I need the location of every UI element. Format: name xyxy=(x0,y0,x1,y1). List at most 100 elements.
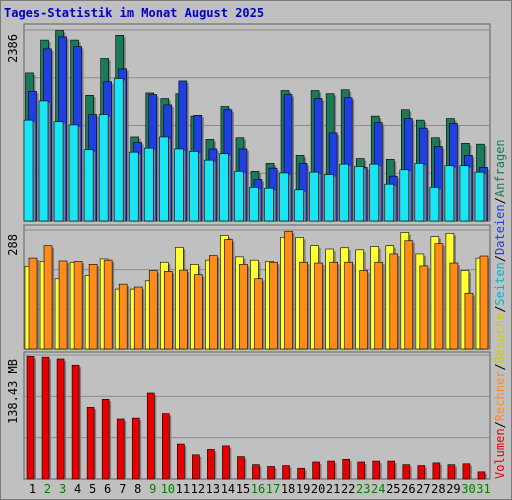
legend-entry-besuche: Besuche xyxy=(493,313,507,364)
bar-rechner xyxy=(148,270,158,350)
bar-rechner xyxy=(43,245,53,350)
bar-rechner xyxy=(299,261,308,350)
bar-seiten xyxy=(399,169,410,222)
bar-volumen xyxy=(447,464,456,480)
x-tick-label: 22 xyxy=(341,482,355,496)
bar-volumen xyxy=(282,465,290,480)
bar-rechner xyxy=(359,270,369,350)
bar-seiten xyxy=(234,171,244,222)
y-max-label: 138.43 MB xyxy=(6,359,20,424)
bar-rechner xyxy=(254,278,263,350)
bar-rechner xyxy=(479,255,489,350)
bar-seiten xyxy=(204,159,214,222)
bar-seiten xyxy=(68,124,79,222)
x-tick-label: 11 xyxy=(176,482,190,496)
bar-volumen xyxy=(357,461,366,480)
bar-seiten xyxy=(143,147,154,222)
bar-rechner xyxy=(434,243,444,350)
bar-seiten xyxy=(354,166,365,222)
bar-volumen xyxy=(372,460,381,480)
x-tick-label: 12 xyxy=(191,482,205,496)
x-tick-label: 3 xyxy=(59,482,66,496)
bar-rechner xyxy=(314,262,323,350)
bar-seiten xyxy=(174,148,184,222)
bar-rechner xyxy=(224,239,233,350)
bar-rechner xyxy=(419,265,429,350)
bar-volumen xyxy=(237,456,245,480)
bar-rechner xyxy=(179,269,188,350)
bar-rechner xyxy=(28,257,38,350)
bar-volumen xyxy=(402,464,411,480)
bar-rechner xyxy=(374,261,384,350)
bar-seiten xyxy=(189,151,199,222)
bar-seiten xyxy=(128,151,139,222)
x-tick-label: 20 xyxy=(311,482,325,496)
bar-rechner xyxy=(404,240,414,350)
bar-volumen xyxy=(267,466,275,480)
bar-rechner xyxy=(449,262,459,350)
x-tick-label: 8 xyxy=(134,482,141,496)
bar-volumen xyxy=(462,463,471,480)
y-max-label: 288 xyxy=(6,234,20,256)
bar-seiten xyxy=(384,183,395,222)
bar-volumen xyxy=(192,454,200,480)
bar-seiten xyxy=(264,187,274,222)
x-tick-label: 14 xyxy=(221,482,235,496)
bar-seiten xyxy=(309,171,319,222)
x-tick-label: 30 xyxy=(461,482,475,496)
bar-volumen xyxy=(56,358,65,480)
chart-title: Tages-Statistik im Monat August 2025 xyxy=(4,6,265,20)
x-tick-label: 21 xyxy=(326,482,340,496)
bar-volumen xyxy=(387,460,396,480)
bar-rechner xyxy=(133,286,143,350)
bar-volumen xyxy=(161,413,170,480)
panel-frame xyxy=(23,351,491,480)
x-tick-label: 16 xyxy=(251,482,265,496)
legend-separator: / xyxy=(493,255,507,262)
x-tick-label: 28 xyxy=(431,482,445,496)
bar-volumen xyxy=(131,417,140,480)
bar-volumen xyxy=(177,443,185,480)
bar-seiten xyxy=(474,171,485,222)
bar-volumen xyxy=(41,356,50,480)
bar-rechner xyxy=(73,261,83,350)
bar-rechner xyxy=(194,274,203,350)
legend-separator: / xyxy=(493,363,507,370)
legend-separator: / xyxy=(493,197,507,204)
x-tick-label: 9 xyxy=(149,482,156,496)
bar-seiten xyxy=(249,187,259,222)
bar-rechner xyxy=(103,259,113,350)
bar-seiten xyxy=(294,189,304,222)
legend-entry-seiten: Seiten xyxy=(493,262,507,305)
bar-volumen xyxy=(417,465,426,480)
x-tick-label: 2 xyxy=(44,482,51,496)
bar-rechner xyxy=(58,260,68,350)
bar-volumen xyxy=(207,449,215,480)
bar-volumen xyxy=(101,398,110,480)
bar-volumen xyxy=(26,355,35,480)
x-tick-label: 10 xyxy=(161,482,175,496)
bar-rechner xyxy=(389,253,399,350)
bar-rechner xyxy=(284,230,293,350)
bar-seiten xyxy=(429,187,440,222)
bar-seiten xyxy=(83,149,94,222)
x-tick-label: 26 xyxy=(401,482,415,496)
bar-volumen xyxy=(432,462,441,480)
x-tick-label: 17 xyxy=(266,482,280,496)
bar-seiten xyxy=(339,163,349,222)
bar-seiten xyxy=(324,174,334,222)
x-tick-label: 25 xyxy=(386,482,400,496)
x-tick-label: 7 xyxy=(119,482,126,496)
bar-volumen xyxy=(312,461,320,480)
x-tick-label: 6 xyxy=(104,482,111,496)
bar-seiten xyxy=(279,172,289,222)
bar-volumen xyxy=(116,418,125,480)
x-tick-label: 5 xyxy=(89,482,96,496)
bar-seiten xyxy=(414,163,425,222)
bar-rechner xyxy=(344,261,353,350)
x-tick-label: 13 xyxy=(206,482,220,496)
x-tick-label: 15 xyxy=(236,482,250,496)
bar-volumen xyxy=(71,364,80,480)
bar-volumen xyxy=(342,458,350,480)
bar-volumen xyxy=(477,471,486,480)
